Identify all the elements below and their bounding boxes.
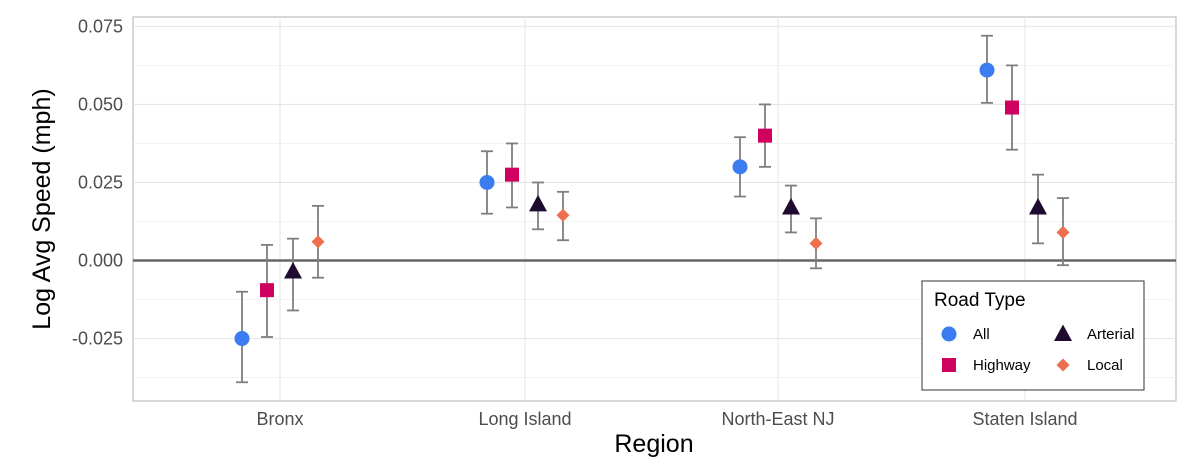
point-all [732, 159, 748, 175]
point-all [479, 174, 495, 190]
legend-label-highway: Highway [973, 357, 1031, 374]
legend-key-arterial [1054, 324, 1072, 341]
x-axis: Bronx Long Island North-East NJ Staten Isla… [256, 409, 1077, 429]
y-axis-title: Log Avg Speed (mph) [28, 88, 56, 329]
point-highway [260, 283, 274, 298]
legend-label-all: All [973, 326, 990, 343]
data-points [234, 62, 1070, 347]
legend-label-local: Local [1087, 357, 1123, 374]
point-arterial [529, 194, 547, 212]
legend-box [921, 280, 1145, 391]
x-tick-label: Long Island [478, 409, 571, 429]
point-local [556, 208, 570, 222]
legend-key-all [941, 326, 957, 342]
point-highway [1005, 100, 1019, 115]
point-local [809, 236, 823, 250]
x-axis-title: Region [614, 430, 693, 458]
y-axis: 0.075 0.050 0.025 0.000 -0.025 [72, 16, 123, 348]
legend-title: Road Type [934, 290, 1026, 311]
legend: Road Type All Highway Arterial Local [921, 280, 1145, 391]
x-tick-label: Bronx [256, 409, 303, 429]
legend-label-arterial: Arterial [1087, 326, 1135, 343]
x-tick-label: Staten Island [972, 409, 1077, 429]
point-arterial [782, 197, 800, 215]
legend-key-highway [942, 358, 956, 372]
point-local [1056, 225, 1070, 239]
point-all [979, 62, 995, 78]
legend-key-local [1056, 358, 1070, 372]
y-tick-label: 0.050 [78, 94, 123, 114]
point-highway [758, 128, 772, 143]
point-highway [505, 167, 519, 182]
x-tick-label: North-East NJ [721, 409, 834, 429]
y-tick-label: -0.025 [72, 329, 123, 349]
y-tick-label: 0.000 [78, 251, 123, 271]
point-local [311, 235, 325, 249]
point-arterial [1029, 197, 1047, 215]
point-all [234, 331, 250, 347]
y-tick-label: 0.075 [78, 16, 123, 36]
point-arterial [284, 261, 302, 279]
y-tick-label: 0.025 [78, 172, 123, 192]
